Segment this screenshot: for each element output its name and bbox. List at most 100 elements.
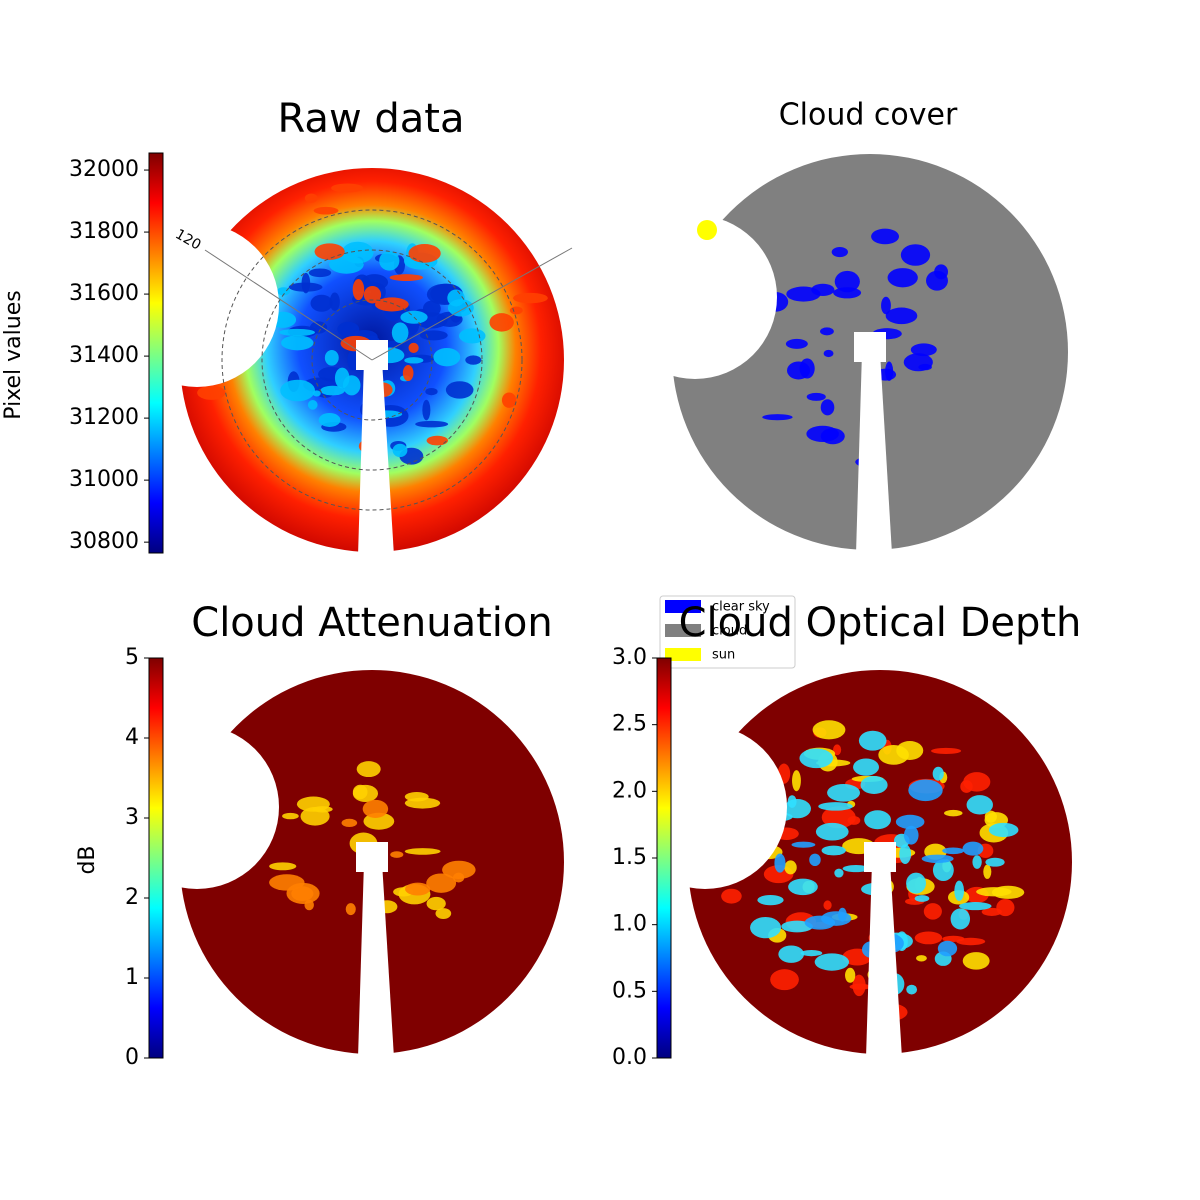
sky-blob [792,770,801,792]
sky-blob [426,896,446,911]
colorbar-tick-label: 31600 [69,281,139,306]
sky-blob [426,435,449,446]
sky-blob [435,908,452,919]
sky-blob [852,974,866,997]
sky-blob [985,857,1005,867]
mask-center [854,332,886,362]
sky-blob [404,848,441,855]
sky-blob [787,361,811,380]
sky-blob [823,349,834,358]
mask-wedge [358,360,394,556]
sky-blob [799,748,834,769]
sky-blob [809,853,821,867]
sky-blob [906,872,927,894]
panel-title: Cloud cover [779,98,958,133]
sky-blob [337,321,360,337]
sky-blob [923,903,942,920]
sky-blob [806,425,839,443]
legend-label: clear sky [712,600,770,615]
sky-blob [847,815,861,825]
colorbar-tick-label: 3.0 [612,645,647,670]
sky-blob [379,250,400,271]
sky-blob [916,955,927,962]
sky-blob [408,244,441,263]
sky-blob [899,844,912,864]
sky-blob [934,264,948,280]
sky-blob [404,357,424,364]
sky-blob [389,274,424,282]
sky-blob [962,952,990,970]
mask-wedge [856,352,892,554]
sky-blob [422,300,441,317]
sky-blob [788,878,818,896]
sky-blob [329,292,340,311]
sky-blob [362,799,389,818]
sky-blob [433,347,461,367]
colorbar [656,657,672,1059]
sky-blob [785,338,808,349]
colorbar-tick-label: 31400 [69,343,139,368]
sky-blob [823,900,832,910]
sky-blob [375,297,409,312]
polar-grid [221,209,523,511]
colorbar-tick-label: 5 [125,645,139,670]
mask-notch [613,215,777,379]
sky-blob [834,270,860,293]
sky-blob [827,783,861,802]
colorbar-label: dB [75,845,100,874]
colorbar-tick-label: 1.5 [612,845,647,870]
colorbar-tick-label: 2.0 [612,778,647,803]
sky-image [115,670,564,1058]
sky-blob [445,381,474,399]
sky-blob [318,413,341,427]
sky-blob [833,287,862,299]
sky-blob [757,894,784,906]
colorbar-tick-label: 2 [125,885,139,910]
sky-blob [425,387,438,396]
sky-blob [282,812,299,820]
polar-grid [311,299,433,421]
sky-blob [972,855,982,869]
colorbar-tick-label: 32000 [69,157,139,182]
legend-swatch [665,600,701,613]
legend-label: cloud [712,624,747,639]
sky-blob [821,911,852,926]
sky-blob [991,885,1025,899]
sky-blob [356,761,381,778]
sky-blob [966,795,993,815]
sky-blob [392,443,408,458]
sky-blob [812,720,846,740]
sky-blob [442,860,476,879]
sky-blob [950,908,971,930]
sky-blob [363,286,382,304]
legend-label: sun [712,648,735,663]
sky-blob [281,335,314,351]
sky-blob [312,806,333,813]
colorbar-tick-label: 1 [125,965,139,990]
colorbar-tick-label: 0.0 [612,1045,647,1070]
sky-blob [842,865,870,873]
sky-blob [313,206,339,215]
sky-blob [269,874,305,891]
sky-blob [352,278,365,301]
sky-blob [419,330,448,341]
sky-blob [833,744,842,756]
sky-blob [914,931,943,945]
sky-blob [818,802,853,811]
sky-image [115,168,564,556]
sky-blob [814,953,850,971]
sky-blob [932,859,954,882]
sky-blob [887,268,918,288]
colorbar-tick-label: 0.5 [612,978,647,1003]
sky-blob [402,364,414,382]
sky-blob [784,860,797,875]
sky-blob [918,363,932,371]
sky-blob [279,328,315,337]
sky-blob [404,797,441,809]
sky-blob [983,864,992,879]
sky-blob [864,810,891,830]
mask-wedge [866,862,902,1058]
sky-blob [988,822,1019,838]
sky-blob [314,243,345,260]
sky-blob [959,902,992,911]
